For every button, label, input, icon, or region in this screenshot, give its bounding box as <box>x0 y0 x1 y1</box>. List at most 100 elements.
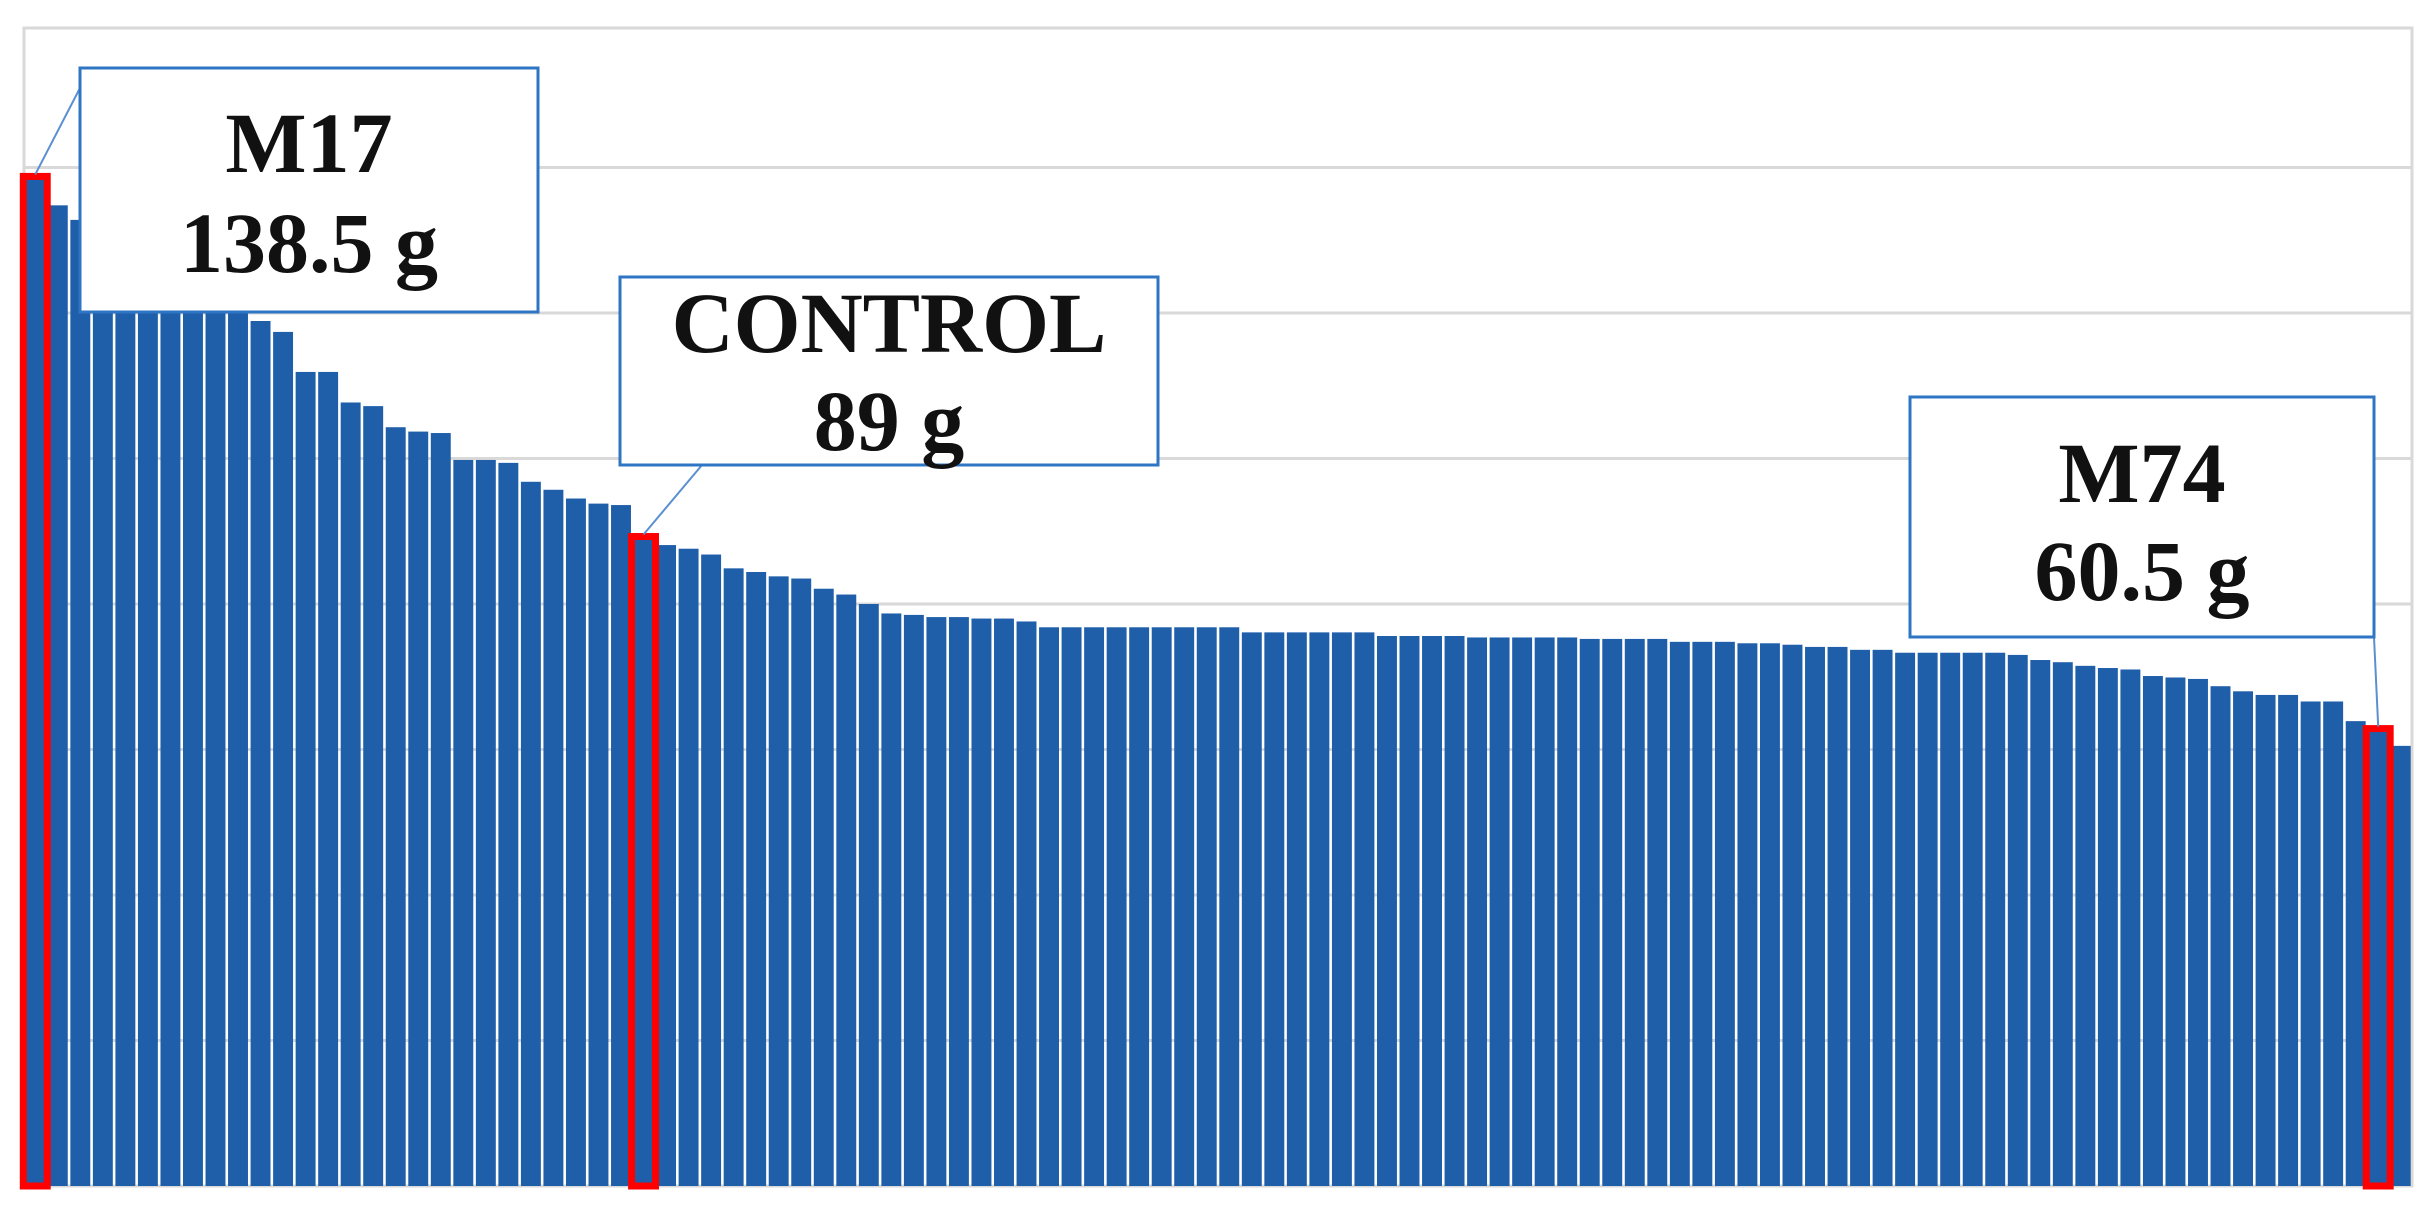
callout-value-m17: 138.5 g <box>180 195 438 291</box>
bar <box>1354 632 1375 1186</box>
bar <box>768 576 789 1186</box>
bar <box>1241 632 1262 1186</box>
bar <box>183 275 203 1186</box>
bar <box>385 427 406 1187</box>
bar <box>1850 649 1871 1186</box>
bar <box>813 588 834 1186</box>
callout-label-m17: M17 <box>225 95 392 191</box>
bar <box>2390 745 2411 1186</box>
bar <box>1557 637 1578 1186</box>
callout-box-control <box>618 275 1160 467</box>
bar <box>1579 638 1600 1186</box>
bar <box>791 578 812 1186</box>
bar <box>2345 721 2366 1186</box>
bar <box>205 286 226 1186</box>
callout-value-m74: 60.5 g <box>2035 523 2250 619</box>
bar <box>2052 662 2073 1186</box>
bar <box>746 571 767 1186</box>
bars <box>25 178 2411 1187</box>
bar <box>273 331 294 1186</box>
bar <box>475 459 496 1187</box>
bar <box>2097 668 2118 1186</box>
bar <box>453 459 474 1187</box>
bar <box>1129 627 1150 1186</box>
bar <box>1016 621 1037 1186</box>
bar <box>318 371 339 1186</box>
bar <box>701 554 722 1186</box>
bar <box>948 617 969 1186</box>
bar <box>70 219 91 1186</box>
bar <box>92 222 113 1187</box>
bar <box>1962 652 1983 1186</box>
callout-label-m74: M74 <box>2058 425 2225 521</box>
bar <box>678 548 699 1186</box>
bar <box>2278 694 2299 1186</box>
bar <box>1422 636 1442 1186</box>
bar <box>1264 632 1285 1186</box>
callout-label-control: CONTROL <box>672 275 1107 371</box>
bar <box>295 371 316 1186</box>
bar <box>633 538 654 1186</box>
bar <box>1782 644 1803 1186</box>
bar <box>1759 643 1780 1186</box>
leader-line-control <box>642 464 703 536</box>
bar <box>1151 627 1172 1186</box>
bar <box>1647 638 1668 1186</box>
bar <box>2300 701 2321 1186</box>
bar <box>1377 636 1397 1186</box>
bar <box>1805 646 1825 1186</box>
bar <box>1331 632 1352 1186</box>
bar <box>137 251 158 1186</box>
bar <box>2075 665 2096 1186</box>
leader-line-m74 <box>2373 636 2380 727</box>
bar <box>543 489 564 1186</box>
bar <box>2188 678 2208 1186</box>
bar <box>1737 643 1758 1186</box>
bar <box>836 594 857 1186</box>
leader-line-m17 <box>34 87 81 175</box>
bar <box>1827 646 1848 1186</box>
bar <box>1286 632 1307 1186</box>
bar <box>858 604 879 1186</box>
bar <box>565 498 586 1186</box>
bar <box>1602 638 1623 1186</box>
bar <box>2233 691 2253 1186</box>
bar <box>994 618 1014 1186</box>
callout-control: CONTROL 89 g <box>618 275 1160 469</box>
bar <box>1219 627 1240 1186</box>
bar <box>1039 627 1059 1186</box>
bar <box>498 462 519 1186</box>
bar <box>2120 669 2141 1186</box>
bar <box>1467 637 1488 1186</box>
bar <box>1940 652 1961 1186</box>
callout-leader-lines <box>34 87 2380 727</box>
bar <box>2368 730 2389 1186</box>
bar <box>1106 627 1127 1186</box>
bar <box>723 568 744 1186</box>
bar <box>971 618 992 1186</box>
bar <box>1174 627 1195 1186</box>
bar <box>1196 627 1217 1186</box>
bar <box>250 321 271 1186</box>
highlighted-bars <box>19 172 2394 1190</box>
callout-box-m74 <box>1908 395 2376 639</box>
bar <box>2007 654 2028 1186</box>
bar <box>2165 677 2186 1186</box>
bar <box>520 481 541 1186</box>
callout-value-control: 89 g <box>814 373 965 469</box>
bar <box>1692 641 1713 1186</box>
bar <box>1061 627 1082 1186</box>
bar <box>881 613 902 1186</box>
bar <box>1084 627 1105 1186</box>
bar <box>926 617 947 1186</box>
bar <box>1985 652 2006 1186</box>
bar <box>1714 641 1735 1186</box>
bar <box>2030 660 2051 1186</box>
bar <box>1489 637 1510 1186</box>
bar <box>228 293 248 1186</box>
bar <box>2210 686 2231 1186</box>
highlighted-bar-m74 <box>2362 725 2394 1190</box>
callout-box-m17 <box>78 66 540 314</box>
callouts: M17 138.5 g CONTROL 89 g M74 60.5 g <box>78 66 2376 639</box>
